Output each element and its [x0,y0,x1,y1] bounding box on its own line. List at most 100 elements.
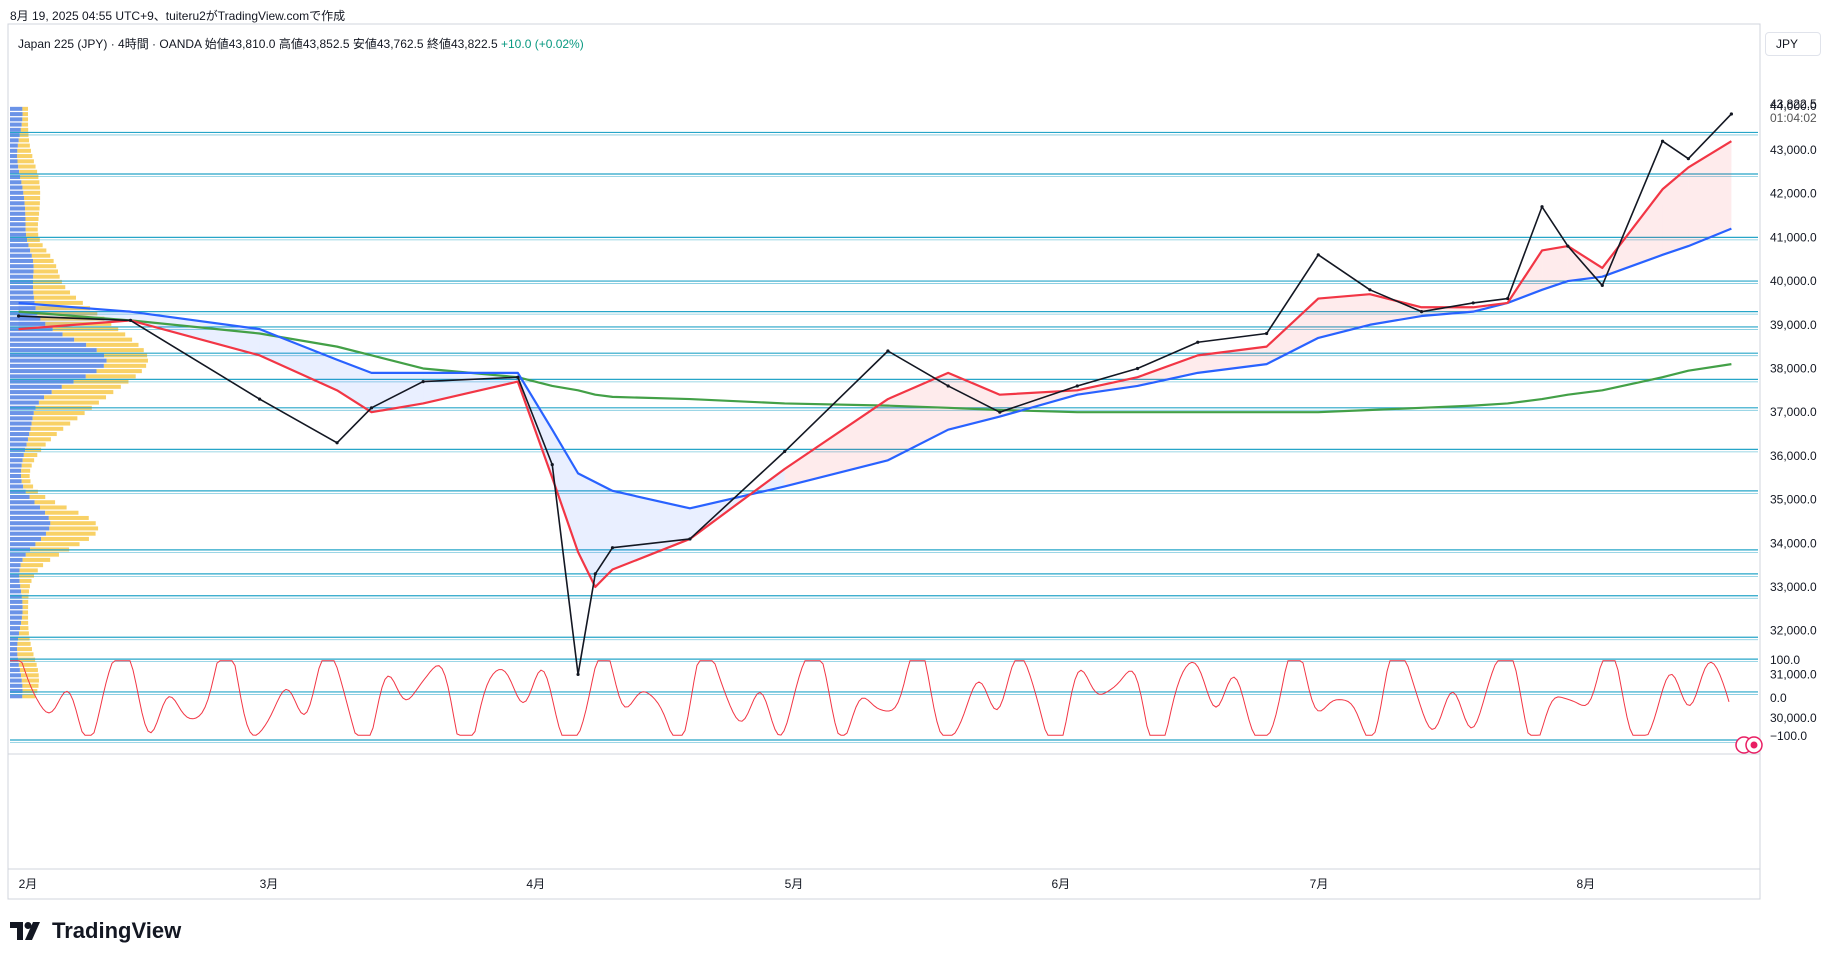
vp-bar-up [10,122,22,127]
vp-bar-down [25,211,40,216]
vp-bar-down [74,337,133,342]
vp-bar-up [10,636,19,641]
vp-bar-down [86,342,139,347]
last-price: 43,822.5 [1770,97,1817,111]
vp-bar-up [10,662,19,667]
price-tick-label: 40,000.0 [1770,274,1817,288]
ema-slow-line[interactable] [18,310,1732,414]
ema-fast-line[interactable] [18,140,1732,589]
vp-bar-down [106,358,148,363]
vp-bar-down [21,615,29,620]
vp-bar-up [10,363,104,368]
vp-bar-up [10,563,21,568]
open-value: 始値43,810.0 [204,37,276,51]
vp-bar-down [17,641,31,646]
bar-countdown: 01:04:02 [1770,111,1817,125]
vp-bar-down [22,689,38,694]
vp-bar-down [45,531,96,536]
vp-bar-down [33,279,62,284]
oscillator-line[interactable] [10,660,1730,736]
vp-bar-down [41,536,89,541]
oscillator-tick-label: 100.0 [1770,653,1800,667]
vp-bar-down [22,458,35,463]
vp-bar-down [20,626,29,631]
vp-bar-down [21,468,31,473]
vp-bar-up [10,180,22,185]
vp-bar-up [10,620,22,625]
vp-bar-up [10,143,18,148]
vp-bar-down [17,154,33,159]
oscillator-tick-label: −100.0 [1770,729,1807,743]
vp-bar-down [26,232,39,237]
vp-bar-up [10,185,23,190]
vp-bar-up [10,589,22,594]
vp-bar-down [33,264,57,269]
vp-bar-down [19,578,32,583]
vp-bar-up [10,311,38,316]
price-tick-label: 39,000.0 [1770,318,1817,332]
price-point [258,397,262,401]
vp-bar-up [10,175,21,180]
vp-bar-down [21,594,29,599]
vp-bar-down [17,652,34,657]
vp-bar-up [10,557,23,562]
ema-cloud-segment [130,311,260,356]
alert-icons[interactable] [1735,736,1763,754]
vp-bar-up [10,458,23,463]
vp-bar-down [20,563,44,568]
price-point [576,672,580,677]
vp-bar-up [10,264,34,269]
ema-cloud-segment [371,372,424,413]
vp-bar-up [10,683,23,688]
vp-bar-down [26,442,46,447]
tradingview-logo[interactable]: TradingView [10,918,181,944]
vp-bar-down [39,505,67,510]
vp-bar-down [22,185,40,190]
price-tick-label: 44,000.0 [1770,99,1817,113]
time-tick-label: 5月 [785,877,804,891]
vp-bar-down [19,668,38,673]
vp-bar-up [10,610,23,615]
vp-bar-up [10,668,20,673]
vp-bar-down [23,190,41,195]
vp-bar-down [22,117,29,122]
vp-bar-up [10,342,87,347]
vp-bar-down [20,127,29,132]
vp-bar-up [10,127,21,132]
vp-bar-up [10,374,86,379]
vp-bar-down [61,384,121,389]
vp-bar-up [10,494,30,499]
vp-bar-up [10,411,34,416]
vp-bar-down [21,474,30,478]
tradingview-logo-icon [10,922,40,940]
price-point [1471,301,1475,305]
vp-bar-down [21,678,39,683]
vp-bar-down [85,374,136,379]
vp-bar-down [25,227,38,232]
vp-bar-up [10,479,22,484]
vp-bar-up [10,694,23,699]
vp-bar-down [33,285,66,290]
vp-bar-down [28,243,43,248]
change-value: +10.0 (+0.02%) [501,37,584,51]
vp-bar-down [29,494,46,499]
symbol-info[interactable]: Japan 225 (JPY) · 4時間 · OANDA [18,37,202,51]
price-point [1075,384,1079,388]
vp-bar-up [10,526,50,531]
vp-bar-up [10,536,42,541]
ema-mid-line[interactable] [18,227,1732,510]
price-line[interactable] [18,113,1732,676]
vp-bar-up [10,605,23,610]
vp-bar-down [34,500,56,505]
vp-bar-down [21,589,29,594]
vp-bar-up [10,369,97,374]
vp-bar-up [10,453,24,458]
currency-button[interactable]: JPY [1765,32,1821,56]
vp-bar-down [18,164,36,169]
vp-bar-down [22,112,29,117]
tradingview-logo-text: TradingView [52,918,182,943]
vp-bar-down [22,694,36,699]
ema-cloud-segment [1662,167,1689,255]
vp-bar-up [10,615,22,620]
